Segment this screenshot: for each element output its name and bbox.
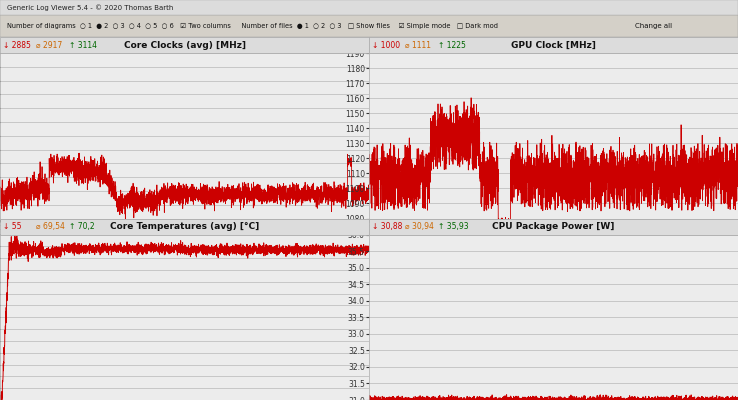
Text: ↑ 1225: ↑ 1225: [438, 40, 466, 50]
Text: Core Temperatures (avg) [°C]: Core Temperatures (avg) [°C]: [110, 222, 259, 231]
Text: ⌀ 69,54: ⌀ 69,54: [36, 222, 65, 231]
Text: ↓ 30,88: ↓ 30,88: [372, 222, 402, 231]
Text: ↓ 2885: ↓ 2885: [3, 40, 31, 50]
Text: ↓ 55: ↓ 55: [3, 222, 21, 231]
Text: GPU Clock [MHz]: GPU Clock [MHz]: [511, 40, 596, 50]
Text: Change all: Change all: [635, 23, 672, 29]
Text: CPU Package Power [W]: CPU Package Power [W]: [492, 222, 615, 231]
Text: ⌀ 2917: ⌀ 2917: [36, 40, 63, 50]
Text: ↑ 3114: ↑ 3114: [69, 40, 97, 50]
Text: ↑ 35,93: ↑ 35,93: [438, 222, 469, 231]
Text: Core Clocks (avg) [MHz]: Core Clocks (avg) [MHz]: [123, 40, 246, 50]
Text: ⌀ 1111: ⌀ 1111: [405, 40, 431, 50]
Text: ⌀ 30,94: ⌀ 30,94: [405, 222, 434, 231]
Text: Number of diagrams  ○ 1  ● 2  ○ 3  ○ 4  ○ 5  ○ 6   ☑ Two columns     Number of f: Number of diagrams ○ 1 ● 2 ○ 3 ○ 4 ○ 5 ○…: [7, 23, 498, 29]
Text: ↓ 1000: ↓ 1000: [372, 40, 400, 50]
Text: ↑ 70,2: ↑ 70,2: [69, 222, 95, 231]
Text: Generic Log Viewer 5.4 - © 2020 Thomas Barth: Generic Log Viewer 5.4 - © 2020 Thomas B…: [7, 4, 173, 11]
